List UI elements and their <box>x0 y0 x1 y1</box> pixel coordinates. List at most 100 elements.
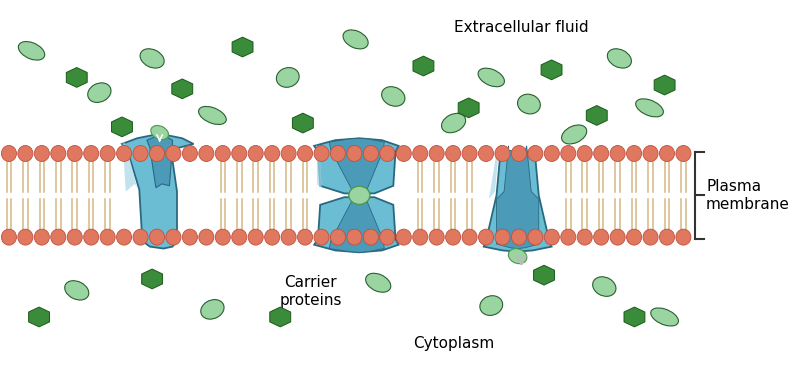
Ellipse shape <box>182 146 198 162</box>
Ellipse shape <box>511 146 526 162</box>
Ellipse shape <box>215 229 230 245</box>
Ellipse shape <box>330 229 346 245</box>
Ellipse shape <box>643 146 658 162</box>
Ellipse shape <box>265 146 280 162</box>
Ellipse shape <box>607 49 631 68</box>
Ellipse shape <box>50 146 66 162</box>
Ellipse shape <box>396 146 411 162</box>
Ellipse shape <box>117 146 132 162</box>
Ellipse shape <box>518 94 540 114</box>
Ellipse shape <box>199 146 214 162</box>
Ellipse shape <box>478 146 494 162</box>
Ellipse shape <box>366 273 390 292</box>
Ellipse shape <box>166 146 181 162</box>
Ellipse shape <box>34 229 50 245</box>
Ellipse shape <box>478 68 505 87</box>
Ellipse shape <box>446 229 461 245</box>
Ellipse shape <box>347 146 362 162</box>
Ellipse shape <box>349 186 370 205</box>
Ellipse shape <box>281 229 296 245</box>
Text: Extracellular fluid: Extracellular fluid <box>454 20 588 35</box>
Polygon shape <box>122 142 137 192</box>
Ellipse shape <box>462 146 477 162</box>
Polygon shape <box>314 197 398 252</box>
Ellipse shape <box>232 229 246 245</box>
Ellipse shape <box>643 229 658 245</box>
Ellipse shape <box>528 229 543 245</box>
Ellipse shape <box>232 146 246 162</box>
Polygon shape <box>317 144 322 188</box>
Ellipse shape <box>140 49 164 68</box>
Polygon shape <box>122 135 194 249</box>
Ellipse shape <box>2 146 17 162</box>
Polygon shape <box>29 307 50 327</box>
Ellipse shape <box>446 146 461 162</box>
Ellipse shape <box>594 146 609 162</box>
Ellipse shape <box>562 125 586 144</box>
Ellipse shape <box>659 146 674 162</box>
Text: Cytoplasm: Cytoplasm <box>413 336 494 351</box>
Ellipse shape <box>330 146 346 162</box>
Ellipse shape <box>442 113 466 133</box>
Ellipse shape <box>18 41 45 60</box>
Polygon shape <box>624 307 645 327</box>
Ellipse shape <box>198 106 226 124</box>
Ellipse shape <box>84 146 98 162</box>
Ellipse shape <box>363 146 378 162</box>
Ellipse shape <box>495 146 510 162</box>
Ellipse shape <box>429 146 444 162</box>
Polygon shape <box>232 37 253 57</box>
Ellipse shape <box>199 229 214 245</box>
Ellipse shape <box>610 229 625 245</box>
Polygon shape <box>111 117 133 137</box>
Polygon shape <box>293 113 314 133</box>
Ellipse shape <box>544 146 559 162</box>
Ellipse shape <box>429 229 444 245</box>
Ellipse shape <box>2 229 17 245</box>
Ellipse shape <box>248 146 263 162</box>
Ellipse shape <box>480 296 502 316</box>
Ellipse shape <box>215 146 230 162</box>
Ellipse shape <box>650 308 678 326</box>
Ellipse shape <box>166 229 181 245</box>
Ellipse shape <box>462 229 477 245</box>
Ellipse shape <box>508 249 527 264</box>
Polygon shape <box>534 265 554 285</box>
Ellipse shape <box>610 146 625 162</box>
Ellipse shape <box>659 229 674 245</box>
Ellipse shape <box>67 229 82 245</box>
Ellipse shape <box>281 146 296 162</box>
Ellipse shape <box>84 229 98 245</box>
Ellipse shape <box>50 229 66 245</box>
Polygon shape <box>142 269 162 289</box>
Ellipse shape <box>561 146 576 162</box>
Ellipse shape <box>363 229 378 245</box>
Ellipse shape <box>626 146 642 162</box>
Polygon shape <box>172 79 193 99</box>
Ellipse shape <box>676 146 691 162</box>
Ellipse shape <box>18 229 33 245</box>
Ellipse shape <box>396 229 411 245</box>
Polygon shape <box>270 307 290 327</box>
Text: Carrier
proteins: Carrier proteins <box>279 275 342 308</box>
Ellipse shape <box>150 229 165 245</box>
Ellipse shape <box>34 146 50 162</box>
Ellipse shape <box>380 146 395 162</box>
Ellipse shape <box>343 30 368 49</box>
Ellipse shape <box>561 229 576 245</box>
Ellipse shape <box>133 146 148 162</box>
Ellipse shape <box>117 229 132 245</box>
Ellipse shape <box>314 146 329 162</box>
Ellipse shape <box>67 146 82 162</box>
Ellipse shape <box>528 146 543 162</box>
Ellipse shape <box>248 229 263 245</box>
Ellipse shape <box>265 229 280 245</box>
Polygon shape <box>484 146 551 252</box>
Ellipse shape <box>298 229 313 245</box>
Ellipse shape <box>593 277 616 296</box>
Ellipse shape <box>151 126 169 140</box>
Polygon shape <box>497 146 538 249</box>
Ellipse shape <box>133 229 148 245</box>
Polygon shape <box>147 136 173 188</box>
Polygon shape <box>541 60 562 80</box>
